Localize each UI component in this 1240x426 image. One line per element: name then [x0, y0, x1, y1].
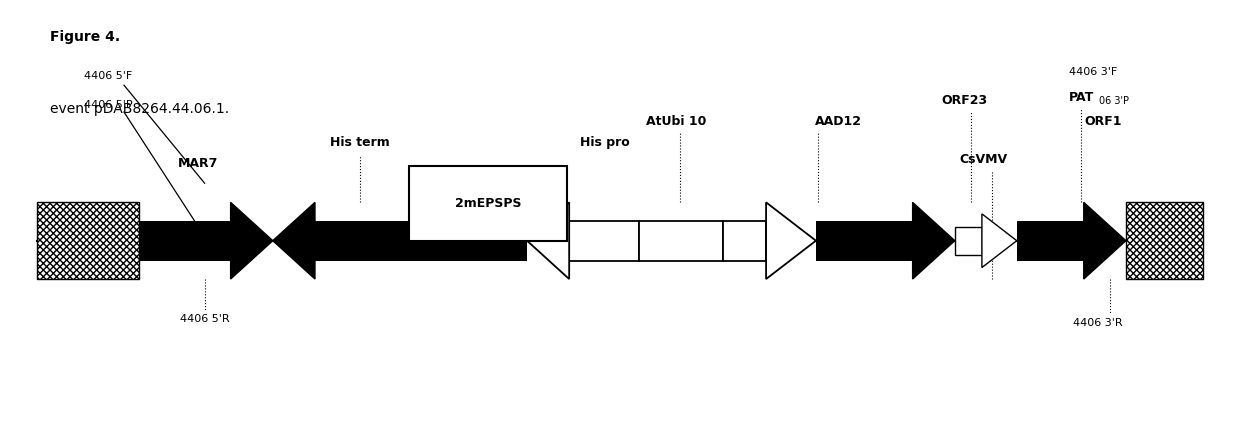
Text: AtUbi 10: AtUbi 10 — [646, 115, 706, 128]
Text: 4406 5'F: 4406 5'F — [84, 71, 133, 81]
Polygon shape — [527, 202, 569, 279]
Polygon shape — [231, 202, 273, 279]
Polygon shape — [273, 202, 315, 279]
Text: AAD12: AAD12 — [815, 115, 862, 128]
Bar — [37, 202, 139, 279]
Text: His term: His term — [330, 136, 389, 149]
Bar — [816, 221, 913, 261]
Text: 06 3'P: 06 3'P — [1099, 97, 1128, 106]
Text: 4406 3'R: 4406 3'R — [1073, 318, 1122, 328]
Bar — [1126, 202, 1203, 279]
Text: 4406 3'F: 4406 3'F — [1069, 67, 1117, 77]
Bar — [955, 227, 982, 255]
Text: ORF1: ORF1 — [1085, 115, 1122, 128]
Text: CsVMV: CsVMV — [960, 153, 1007, 166]
Polygon shape — [766, 202, 816, 279]
Text: His pro: His pro — [580, 136, 630, 149]
Polygon shape — [913, 202, 955, 279]
Bar — [1126, 202, 1203, 279]
Text: MAR7: MAR7 — [179, 157, 218, 170]
Polygon shape — [982, 214, 1017, 268]
Text: 4406 5'R: 4406 5'R — [180, 314, 229, 324]
Bar — [1017, 221, 1084, 261]
Text: 4406 5'P: 4406 5'P — [84, 100, 133, 110]
Polygon shape — [1084, 202, 1126, 279]
Text: event pDAB8264.44.06.1.: event pDAB8264.44.06.1. — [50, 102, 228, 116]
Bar — [139, 221, 231, 261]
Text: ORF23: ORF23 — [941, 93, 988, 106]
Bar — [409, 166, 567, 241]
Text: Figure 4.: Figure 4. — [50, 30, 120, 44]
Text: 2mEPSPS: 2mEPSPS — [455, 197, 521, 210]
Bar — [37, 202, 139, 279]
Bar — [639, 221, 723, 261]
Bar — [723, 221, 766, 261]
Text: PAT: PAT — [1069, 91, 1094, 104]
Bar — [569, 221, 639, 261]
Bar — [315, 221, 527, 261]
